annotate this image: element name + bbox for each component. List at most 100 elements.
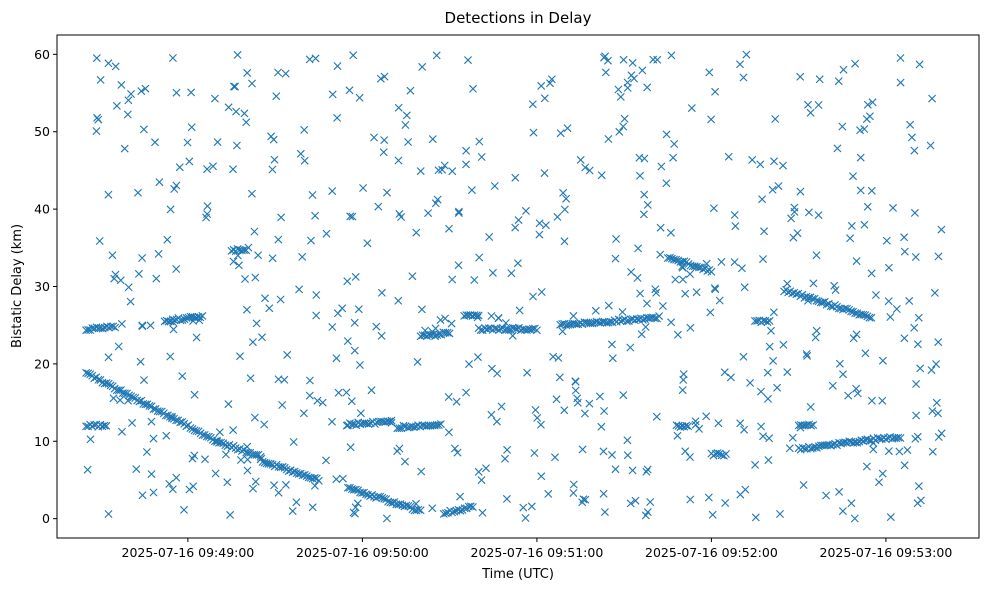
detection-marker [475, 137, 484, 146]
detection-marker [332, 475, 341, 484]
detection-marker [796, 423, 805, 432]
detection-marker [646, 498, 655, 506]
detection-marker [338, 304, 347, 313]
detection-marker [351, 272, 360, 281]
detection-marker [540, 94, 549, 103]
detection-marker [152, 274, 161, 283]
detection-marker [356, 409, 365, 418]
detection-marker [809, 421, 818, 429]
detection-marker [128, 418, 137, 427]
detection-marker [413, 357, 422, 366]
detection-marker [611, 465, 620, 474]
detection-marker [606, 317, 615, 326]
detection-marker [847, 221, 856, 230]
detection-marker [348, 212, 357, 221]
detection-marker [720, 368, 729, 377]
y-tick-label: 40 [34, 202, 50, 217]
detection-marker [278, 462, 287, 471]
detection-marker [571, 386, 580, 395]
detection-marker [440, 161, 449, 170]
detection-marker [432, 51, 441, 60]
detection-marker [562, 194, 571, 203]
detection-marker [299, 409, 308, 418]
detection-marker [622, 317, 631, 326]
detection-marker [549, 352, 558, 361]
detection-marker [835, 487, 844, 496]
detection-marker [867, 313, 876, 322]
detection-marker [578, 445, 587, 454]
detection-marker [527, 502, 536, 511]
detection-marker [620, 114, 629, 123]
detection-marker [454, 207, 463, 216]
detection-marker [763, 368, 772, 377]
detection-marker [552, 395, 561, 404]
detection-marker [530, 449, 539, 457]
detection-marker [268, 254, 277, 263]
detection-marker [869, 445, 878, 454]
detection-marker [634, 244, 643, 253]
detection-marker [172, 473, 181, 482]
detection-marker [896, 54, 905, 62]
y-tick-label: 20 [34, 356, 50, 371]
detection-marker [414, 505, 423, 514]
detection-marker [364, 420, 373, 428]
detection-marker [456, 506, 465, 515]
detection-marker [560, 406, 569, 415]
detection-marker [569, 489, 578, 497]
detection-marker [473, 353, 482, 362]
detection-marker [111, 323, 120, 332]
detection-marker [705, 68, 714, 77]
detection-marker [769, 308, 778, 317]
detection-marker [806, 403, 815, 411]
detection-marker [162, 431, 171, 440]
detection-marker [834, 77, 843, 86]
detection-marker [241, 275, 249, 283]
detection-marker [662, 179, 671, 188]
detection-marker [612, 235, 621, 243]
y-tick-label: 30 [34, 279, 50, 294]
detection-marker [707, 267, 716, 276]
detection-marker [232, 107, 241, 116]
detection-marker [658, 302, 667, 310]
detection-marker [686, 495, 695, 504]
detection-marker [431, 332, 440, 341]
detection-marker [742, 50, 751, 59]
detection-marker [852, 330, 861, 339]
detection-marker [502, 494, 511, 503]
detection-marker [441, 314, 450, 323]
detection-marker [448, 275, 457, 284]
detection-marker [739, 352, 748, 361]
detection-marker [796, 187, 805, 196]
detection-marker [937, 429, 946, 438]
detection-marker [751, 513, 760, 522]
detection-marker [916, 364, 925, 373]
detection-marker [372, 322, 381, 331]
detection-marker [351, 485, 360, 494]
detection-marker [394, 296, 403, 305]
detection-marker [428, 135, 437, 144]
detection-marker [234, 261, 243, 270]
detection-marker [867, 186, 876, 195]
detection-marker [300, 156, 309, 165]
detection-marker [783, 279, 792, 288]
detection-marker [569, 480, 578, 489]
detection-marker [535, 219, 544, 228]
detection-marker [168, 414, 176, 423]
detection-marker [236, 352, 244, 361]
detection-marker [138, 491, 147, 500]
detection-marker [759, 255, 767, 264]
detection-marker [482, 464, 490, 473]
detection-marker [652, 412, 661, 421]
detection-marker [759, 432, 767, 441]
detection-marker [132, 465, 141, 474]
detection-marker [894, 433, 903, 442]
detection-marker [475, 253, 484, 262]
detection-marker [453, 448, 462, 457]
detection-marker [631, 496, 640, 505]
detection-marker [515, 306, 524, 315]
detection-marker [623, 78, 632, 87]
detection-marker [478, 508, 487, 517]
detection-marker [209, 162, 217, 171]
detection-marker [616, 317, 625, 326]
x-tick-label: 2025-07-16 09:51:00 [471, 545, 604, 560]
